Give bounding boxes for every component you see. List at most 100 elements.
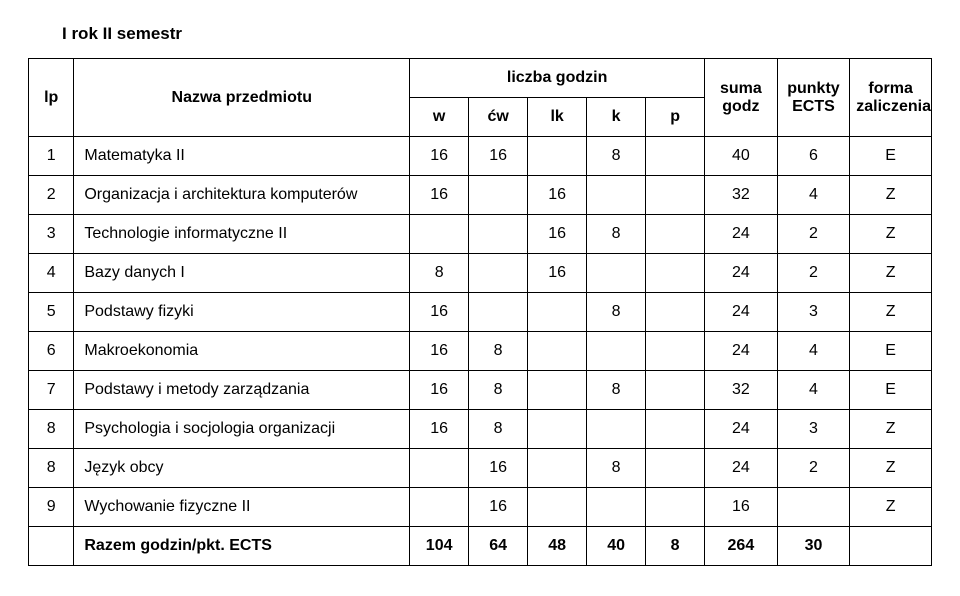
cell-ects: 2 [777,254,850,293]
cell-sum: 32 [705,371,778,410]
cell-name: Podstawy fizyki [74,293,410,332]
cell-name: Matematyka II [74,137,410,176]
cell-sum: 24 [705,215,778,254]
cell-w: 16 [410,176,469,215]
cell-w [410,449,469,488]
table-row: 1Matematyka II16168406E [29,137,932,176]
cell-w: 16 [410,332,469,371]
table-row: 6Makroekonomia168244E [29,332,932,371]
summary-cell-sum: 264 [705,527,778,566]
cell-lk [528,410,587,449]
cell-p [646,137,705,176]
cell-lk: 16 [528,215,587,254]
table-row: 4Bazy danych I816242Z [29,254,932,293]
cell-form: E [850,371,932,410]
summary-cell-cw: 64 [469,527,528,566]
cell-cw: 8 [469,332,528,371]
summary-cell-k: 40 [587,527,646,566]
cell-k: 8 [587,371,646,410]
cell-ects: 4 [777,332,850,371]
cell-k [587,488,646,527]
cell-lk [528,293,587,332]
table-row: 2Organizacja i architektura komputerów16… [29,176,932,215]
cell-name: Makroekonomia [74,332,410,371]
cell-lk [528,371,587,410]
cell-w: 8 [410,254,469,293]
cell-w: 16 [410,371,469,410]
col-form: forma zaliczenia [850,59,932,137]
cell-name: Podstawy i metody zarządzania [74,371,410,410]
cell-form: Z [850,293,932,332]
col-ects: punkty ECTS [777,59,850,137]
table-row: 7Podstawy i metody zarządzania1688324E [29,371,932,410]
cell-form: Z [850,449,932,488]
cell-k [587,176,646,215]
cell-form: Z [850,176,932,215]
cell-form: Z [850,215,932,254]
cell-k: 8 [587,137,646,176]
table-row: 9Wychowanie fizyczne II1616Z [29,488,932,527]
summary-cell-p: 8 [646,527,705,566]
cell-form: Z [850,488,932,527]
cell-p [646,410,705,449]
cell-cw: 8 [469,410,528,449]
cell-k: 8 [587,215,646,254]
cell-ects: 2 [777,215,850,254]
cell-sum: 16 [705,488,778,527]
col-k: k [587,98,646,137]
cell-p [646,215,705,254]
cell-k [587,410,646,449]
cell-lk [528,488,587,527]
cell-p [646,293,705,332]
cell-name: Organizacja i architektura komputerów [74,176,410,215]
cell-lk [528,332,587,371]
cell-p [646,488,705,527]
summary-cell-lp [29,527,74,566]
table-row: 8Psychologia i socjologia organizacji168… [29,410,932,449]
cell-cw: 16 [469,488,528,527]
cell-sum: 24 [705,254,778,293]
cell-k [587,332,646,371]
cell-ects: 4 [777,176,850,215]
cell-k [587,254,646,293]
table-row: 5Podstawy fizyki168243Z [29,293,932,332]
cell-lp: 1 [29,137,74,176]
cell-p [646,176,705,215]
table-row: 8Język obcy168242Z [29,449,932,488]
col-hours-group: liczba godzin [410,59,705,98]
col-w: w [410,98,469,137]
cell-cw [469,176,528,215]
summary-cell-name: Razem godzin/pkt. ECTS [74,527,410,566]
cell-ects: 3 [777,293,850,332]
cell-w [410,488,469,527]
cell-form: Z [850,254,932,293]
cell-w [410,215,469,254]
cell-p [646,254,705,293]
cell-lk [528,449,587,488]
cell-lp: 9 [29,488,74,527]
cell-name: Język obcy [74,449,410,488]
cell-cw [469,215,528,254]
cell-lp: 7 [29,371,74,410]
summary-cell-lk: 48 [528,527,587,566]
cell-ects [777,488,850,527]
cell-sum: 24 [705,293,778,332]
cell-lp: 8 [29,449,74,488]
semester-heading: I rok II semestr [62,24,932,44]
cell-w: 16 [410,410,469,449]
cell-sum: 40 [705,137,778,176]
cell-form: E [850,137,932,176]
cell-p [646,449,705,488]
cell-form: Z [850,410,932,449]
cell-name: Technologie informatyczne II [74,215,410,254]
cell-ects: 6 [777,137,850,176]
cell-sum: 24 [705,449,778,488]
col-p: p [646,98,705,137]
curriculum-table: lp Nazwa przedmiotu liczba godzin suma g… [28,58,932,566]
cell-p [646,332,705,371]
cell-ects: 2 [777,449,850,488]
cell-k: 8 [587,449,646,488]
cell-lp: 5 [29,293,74,332]
cell-cw: 8 [469,371,528,410]
cell-lp: 8 [29,410,74,449]
